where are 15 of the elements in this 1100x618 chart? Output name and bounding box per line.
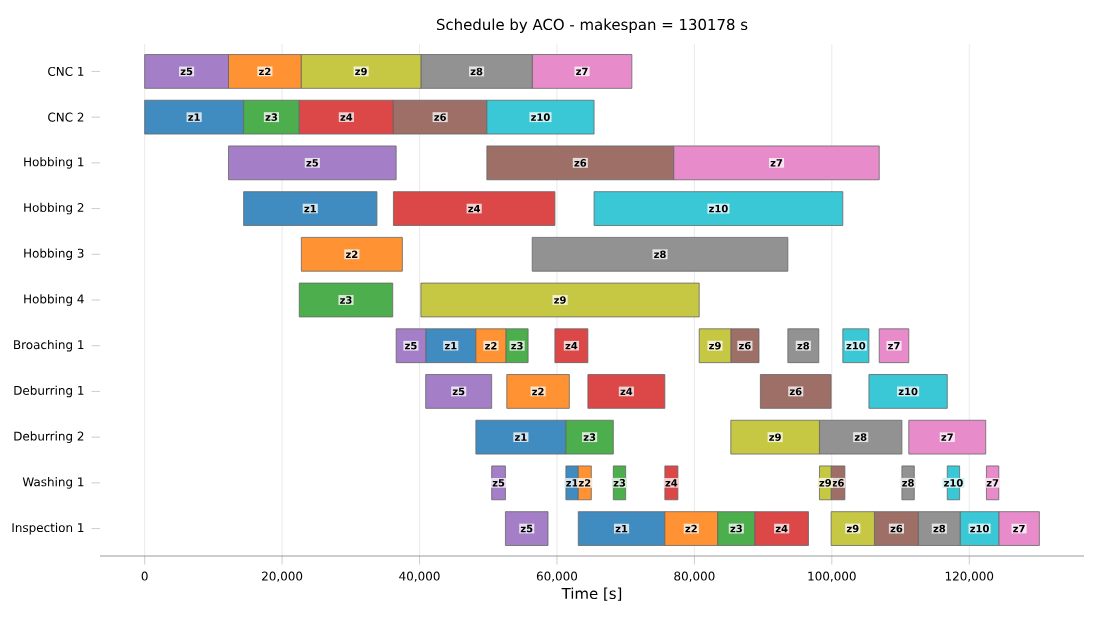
bar xyxy=(300,236,403,272)
bar xyxy=(908,419,987,455)
bar xyxy=(531,236,789,272)
bar xyxy=(425,374,493,409)
bar xyxy=(393,191,556,226)
bar xyxy=(243,191,378,226)
bar xyxy=(228,145,397,181)
bar xyxy=(505,511,549,546)
bar xyxy=(759,374,832,409)
bar xyxy=(587,374,666,409)
bar xyxy=(506,374,570,409)
bar xyxy=(298,282,394,318)
bar xyxy=(868,374,948,409)
bar xyxy=(420,282,700,318)
bar xyxy=(593,191,844,226)
